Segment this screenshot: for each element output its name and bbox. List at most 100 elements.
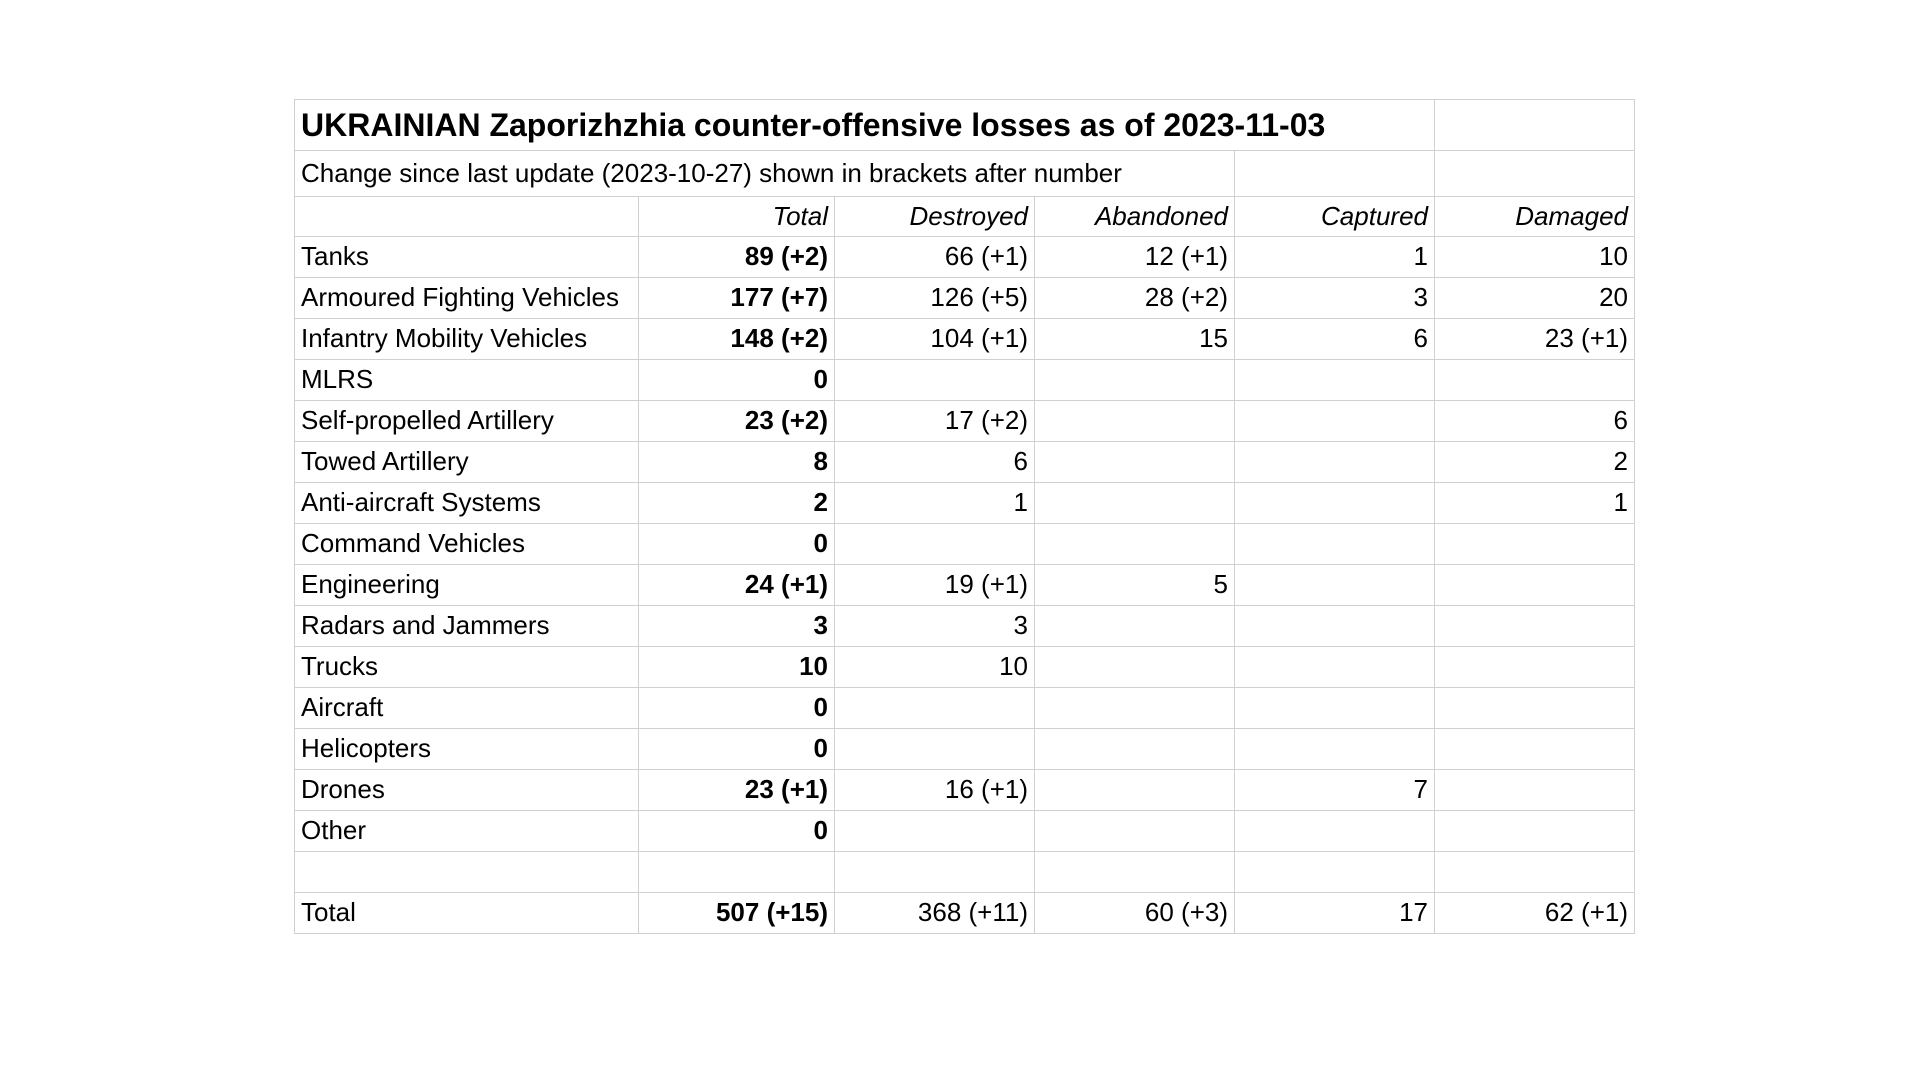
table-row: Helicopters 0	[294, 728, 1635, 770]
spreadsheet: UKRAINIAN Zaporizhzhia counter-offensive…	[294, 99, 1635, 934]
cell-total: 89 (+2)	[638, 236, 835, 278]
cell-abandoned	[1034, 400, 1235, 442]
cell-total: 177 (+7)	[638, 277, 835, 319]
cell-total: 23 (+1)	[638, 769, 835, 811]
cell-destroyed: 6	[834, 441, 1035, 483]
row-label: Command Vehicles	[294, 523, 639, 565]
cell-destroyed: 126 (+5)	[834, 277, 1035, 319]
cell-abandoned: 15	[1034, 318, 1235, 360]
table-row: Engineering 24 (+1) 19 (+1) 5	[294, 564, 1635, 606]
cell-total	[638, 851, 835, 893]
row-label: Aircraft	[294, 687, 639, 729]
row-label: Anti-aircraft Systems	[294, 482, 639, 524]
cell-total: 0	[638, 359, 835, 401]
row-label: Towed Artillery	[294, 441, 639, 483]
cell-damaged: 62 (+1)	[1434, 892, 1635, 934]
cell-destroyed: 368 (+11)	[834, 892, 1035, 934]
cell-captured: 6	[1234, 318, 1435, 360]
cell-total: 0	[638, 810, 835, 852]
cell-total: 2	[638, 482, 835, 524]
cell-abandoned: 60 (+3)	[1034, 892, 1235, 934]
row-label: Radars and Jammers	[294, 605, 639, 647]
cell-abandoned	[1034, 605, 1235, 647]
cell-destroyed	[834, 810, 1035, 852]
cell-captured	[1234, 687, 1435, 729]
cell-total: 0	[638, 728, 835, 770]
table-row: Infantry Mobility Vehicles 148 (+2) 104 (+…	[294, 318, 1635, 360]
cell-captured	[1234, 523, 1435, 565]
table-row: MLRS 0	[294, 359, 1635, 401]
table-row: Total 507 (+15) 368 (+11) 60 (+3) 17 62 (+1)	[294, 892, 1635, 934]
cell-abandoned: 5	[1034, 564, 1235, 606]
cell-total: 10	[638, 646, 835, 688]
cell-destroyed	[834, 359, 1035, 401]
table-row: Drones 23 (+1) 16 (+1) 7	[294, 769, 1635, 811]
cell-damaged	[1434, 687, 1635, 729]
cell-captured: 7	[1234, 769, 1435, 811]
row-label: MLRS	[294, 359, 639, 401]
cell-destroyed: 66 (+1)	[834, 236, 1035, 278]
column-header-blank	[294, 196, 639, 237]
empty-cell	[1434, 150, 1635, 197]
table-row: Aircraft 0	[294, 687, 1635, 729]
table-row	[294, 851, 1635, 893]
cell-damaged: 10	[1434, 236, 1635, 278]
cell-destroyed: 17 (+2)	[834, 400, 1035, 442]
cell-captured	[1234, 400, 1435, 442]
cell-damaged: 1	[1434, 482, 1635, 524]
cell-captured	[1234, 646, 1435, 688]
cell-captured	[1234, 564, 1435, 606]
cell-destroyed: 10	[834, 646, 1035, 688]
cell-destroyed	[834, 523, 1035, 565]
cell-damaged	[1434, 359, 1635, 401]
sheet-title: UKRAINIAN Zaporizhzhia counter-offensive…	[294, 99, 1435, 151]
cell-damaged	[1434, 564, 1635, 606]
cell-damaged	[1434, 646, 1635, 688]
cell-destroyed	[834, 728, 1035, 770]
row-label: Drones	[294, 769, 639, 811]
row-label: Tanks	[294, 236, 639, 278]
empty-cell	[1434, 99, 1635, 151]
cell-destroyed: 3	[834, 605, 1035, 647]
table-row: Other 0	[294, 810, 1635, 852]
cell-abandoned	[1034, 441, 1235, 483]
cell-abandoned	[1034, 482, 1235, 524]
cell-abandoned	[1034, 810, 1235, 852]
cell-total: 148 (+2)	[638, 318, 835, 360]
losses-table: UKRAINIAN Zaporizhzhia counter-offensive…	[294, 99, 1635, 934]
cell-abandoned: 12 (+1)	[1034, 236, 1235, 278]
cell-damaged	[1434, 523, 1635, 565]
cell-captured: 3	[1234, 277, 1435, 319]
cell-captured	[1234, 810, 1435, 852]
table-row: Command Vehicles 0	[294, 523, 1635, 565]
cell-captured	[1234, 441, 1435, 483]
cell-damaged: 23 (+1)	[1434, 318, 1635, 360]
table-row: Tanks 89 (+2) 66 (+1) 12 (+1) 1 10	[294, 236, 1635, 278]
column-header-damaged: Damaged	[1434, 196, 1635, 237]
table-row: Trucks 10 10	[294, 646, 1635, 688]
cell-damaged	[1434, 810, 1635, 852]
cell-destroyed: 1	[834, 482, 1035, 524]
data-rows: Tanks 89 (+2) 66 (+1) 12 (+1) 1 10 Armoured Fi…	[294, 236, 1635, 934]
cell-damaged	[1434, 851, 1635, 893]
cell-abandoned	[1034, 687, 1235, 729]
row-label: Infantry Mobility Vehicles	[294, 318, 639, 360]
cell-abandoned: 28 (+2)	[1034, 277, 1235, 319]
cell-destroyed	[834, 851, 1035, 893]
table-row: Self-propelled Artillery 23 (+2) 17 (+2) 6	[294, 400, 1635, 442]
cell-captured	[1234, 851, 1435, 893]
cell-abandoned	[1034, 851, 1235, 893]
sheet-subtitle: Change since last update (2023-10-27) sh…	[294, 150, 1235, 197]
cell-captured	[1234, 359, 1435, 401]
row-label: Armoured Fighting Vehicles	[294, 277, 639, 319]
cell-abandoned	[1034, 523, 1235, 565]
cell-total: 0	[638, 687, 835, 729]
cell-total: 507 (+15)	[638, 892, 835, 934]
subtitle-row: Change since last update (2023-10-27) sh…	[294, 150, 1635, 197]
header-row: Total Destroyed Abandoned Captured Damag…	[294, 196, 1635, 237]
table-row: Radars and Jammers 3 3	[294, 605, 1635, 647]
cell-total: 8	[638, 441, 835, 483]
table-row: Anti-aircraft Systems 2 1 1	[294, 482, 1635, 524]
cell-abandoned	[1034, 359, 1235, 401]
cell-damaged: 20	[1434, 277, 1635, 319]
